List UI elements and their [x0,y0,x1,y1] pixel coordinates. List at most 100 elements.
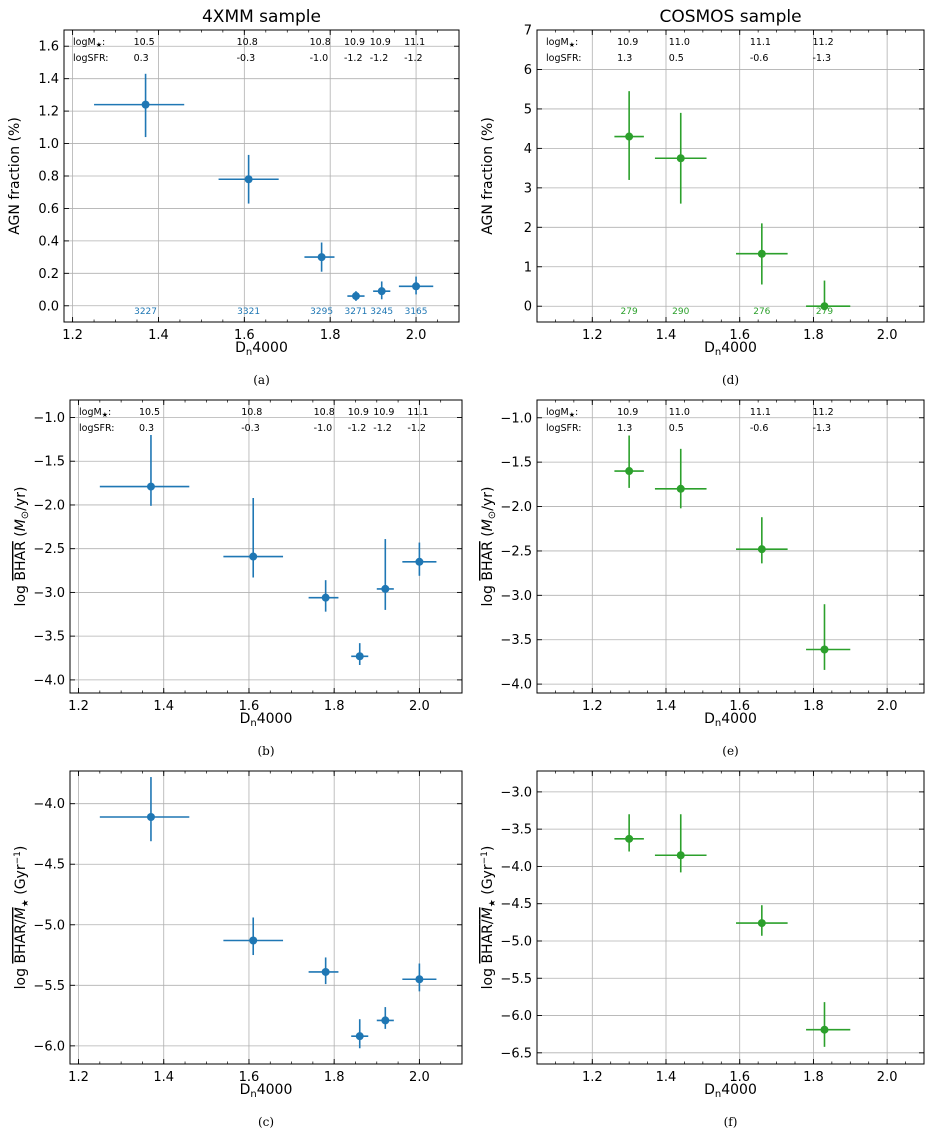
data-point [347,291,365,301]
anno-logm-value: 11.0 [669,407,690,418]
y-axis-label: AGN fraction (%) [480,117,496,235]
x-tick-label: 2.0 [406,328,427,343]
y-label-part: log [13,964,29,990]
y-axis-label: log BHAR/M★ (Gyr−1) [13,846,31,990]
data-marker [676,484,685,493]
anno-logsfr-value: -1.2 [373,423,392,434]
panel-caption: (f) [724,1115,738,1129]
anno-logsfr-value: -1.0 [310,53,329,64]
data-point [402,542,437,576]
y-tick-label: 0.2 [38,267,59,282]
x-tick-label: 1.6 [729,1070,750,1085]
x-axis-label-sub: n [715,718,721,729]
y-tick-label: −1.0 [500,411,532,426]
x-axis-label: Dn4000 [240,1082,293,1100]
y-tick-label: 0.8 [38,170,59,185]
panel-caption: (a) [253,373,270,387]
anno-logm-label: logM★: [546,37,578,49]
data-marker [317,253,326,262]
x-tick-label: 1.8 [324,1070,345,1085]
anno-logm-value: 10.9 [617,37,638,48]
x-tick-label: 1.2 [582,328,603,343]
anno-logsfr-value: -1.2 [370,53,389,64]
y-label-part: (Gyr [480,864,496,899]
x-tick-label: 1.8 [803,328,824,343]
x-tick-label: 1.4 [148,328,169,343]
x-tick-label: 2.0 [409,1070,430,1085]
anno-logm-subscript: ★ [96,41,102,49]
data-point [99,434,190,506]
data-point [806,1002,851,1047]
y-tick-label: −4.0 [33,797,65,812]
axes-frame [536,399,925,694]
anno-logm-value: 10.8 [314,407,335,418]
data-marker [146,813,155,822]
x-axis-label-main: D [235,340,246,356]
y-tick-label: 0 [524,300,532,315]
x-tick-label: 1.2 [68,1070,89,1085]
x-axis-label-main: D [704,1082,715,1098]
anno-logsfr-label: logSFR: [79,423,115,434]
y-axis-label: log BHAR (M⊙/yr) [13,487,31,607]
data-point [398,276,434,295]
y-tick-label: −4.0 [500,860,532,875]
panel-d: 1.2 1.4 1.6 1.8 2.0 0 1 2 3 4 5 6 7 COSMOS sample Dn40… [480,7,925,387]
y-axis-label: log BHAR (M⊙/yr) [480,487,498,607]
x-axis-label-sub: n [250,718,256,729]
data-marker [415,557,424,566]
x-tick-label: 1.6 [239,699,260,714]
y-tick-label: −4.5 [33,858,65,873]
x-tick-label: 1.4 [153,699,174,714]
data-point [376,539,394,610]
y-label-part: BHAR [480,541,496,581]
y-tick-label: 0.0 [38,299,59,314]
data-marker [321,967,330,976]
data-point [806,604,851,670]
y-tick-label: 0.6 [38,202,59,217]
x-tick-label: 1.6 [729,699,750,714]
data-marker [820,1025,829,1034]
y-label-part: ) [480,846,496,851]
anno-logm-value: 10.9 [373,407,394,418]
panel-f: 1.2 1.4 1.6 1.8 2.0−6.5−6.0−5.5−5.0−4.5−4.0−… [480,770,925,1129]
y-label-part: log [480,964,496,990]
anno-logm-value: 10.5 [139,407,160,418]
y-label-part: ⊙ [20,511,31,519]
y-tick-label: −5.5 [33,979,65,994]
y-label-part: log [13,581,29,607]
data-point [402,963,437,992]
data-point [308,957,339,985]
x-axis-label: Dn4000 [240,711,293,729]
y-tick-label: −5.5 [500,972,532,987]
anno-logm-value: 11.2 [812,37,833,48]
data-point [223,917,284,956]
data-marker [146,482,155,491]
anno-logsfr-value: -1.3 [812,423,831,434]
panel-caption: (b) [257,744,274,758]
data-marker [625,467,634,476]
sample-count: 3271 [345,307,368,317]
y-tick-label: −4.0 [33,673,65,688]
anno-logsfr-value: 1.3 [617,423,632,434]
anno-logsfr-value: -0.3 [241,423,260,434]
y-tick-label: 1.6 [38,40,59,55]
y-label-part: / [13,919,29,924]
y-label-part: −1 [480,851,490,864]
data-marker [321,593,330,602]
y-tick-label: −3.0 [500,785,532,800]
sample-count: 279 [816,307,833,317]
anno-logsfr-value: 0.5 [669,53,684,64]
anno-logm-label: logM★: [546,407,578,419]
data-point [614,814,644,852]
anno-logm-label: logM★: [73,37,105,49]
data-marker [381,584,390,593]
data-marker [249,552,258,561]
data-marker [355,652,364,661]
data-point [654,814,707,873]
data-point [614,435,644,488]
data-marker [757,249,766,258]
y-tick-label: −3.5 [33,630,65,645]
data-point [806,280,851,311]
data-marker [412,282,421,291]
y-tick-label: 5 [524,102,532,117]
